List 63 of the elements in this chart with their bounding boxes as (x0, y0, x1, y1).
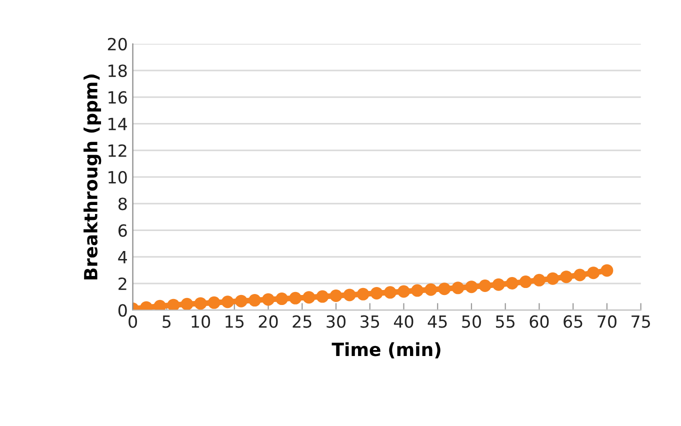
point (302, 291, 316, 304)
point (262, 293, 275, 306)
point (532, 274, 546, 286)
point (234, 294, 248, 308)
point (221, 296, 234, 308)
x-tick-label: 50 (462, 315, 481, 328)
y-tick-label: 10 (108, 170, 127, 184)
x-tick-label: 40 (394, 315, 414, 328)
point (180, 298, 194, 310)
x-tick-label: 45 (428, 316, 447, 328)
x-tick-label: 70 (598, 315, 616, 328)
point (465, 280, 478, 294)
y-tick-label: 14 (108, 118, 127, 130)
x-tick-label: 55 (496, 316, 514, 328)
point (330, 290, 342, 302)
point (289, 292, 302, 304)
x-tick-label: 65 (564, 315, 582, 328)
y-tick-label: 20 (108, 38, 127, 50)
point (574, 268, 586, 282)
x-tick-label: 75 (632, 316, 650, 328)
x-tick-label: 20 (258, 315, 278, 328)
x-tick-label: 15 (226, 316, 244, 328)
point (424, 283, 438, 296)
point (519, 276, 532, 288)
x-tick-label: 60 (530, 315, 549, 328)
x-tick-label: 35 (360, 315, 380, 328)
y-tick-label: 16 (108, 91, 127, 104)
point (452, 282, 464, 294)
point (208, 296, 220, 309)
point (600, 264, 614, 277)
x-tick-label: 30 (326, 315, 346, 328)
point (492, 278, 505, 291)
x-tick-label: 5 (162, 316, 171, 328)
point (587, 266, 600, 280)
y-tick-label: 6 (118, 224, 127, 237)
point (397, 285, 410, 298)
y-tick-label: 0 (118, 304, 127, 317)
y-tick-label: 2 (118, 277, 126, 290)
x-tick-label: 25 (292, 315, 312, 328)
point (438, 282, 451, 296)
point (343, 288, 356, 302)
y-tick-label: 8 (118, 198, 127, 210)
point (316, 290, 329, 303)
x-axis-title: Time (min) (332, 342, 440, 358)
point (384, 286, 396, 299)
y-axis-title: Breakthrough (ppm) (84, 74, 102, 280)
point (154, 300, 166, 310)
y-tick-label: 18 (108, 64, 127, 78)
point (194, 297, 207, 310)
point (370, 286, 383, 300)
x-tick-label: 0 (128, 315, 137, 328)
point (506, 276, 518, 290)
point (411, 284, 424, 297)
point (276, 292, 288, 306)
y-tick-label: 12 (108, 144, 126, 157)
point (248, 294, 261, 307)
point (356, 288, 370, 300)
x-tick-label: 10 (192, 315, 210, 328)
point (560, 270, 573, 284)
point (546, 272, 560, 285)
y-tick-label: 4 (118, 251, 127, 264)
point (478, 280, 492, 292)
point (167, 298, 180, 310)
